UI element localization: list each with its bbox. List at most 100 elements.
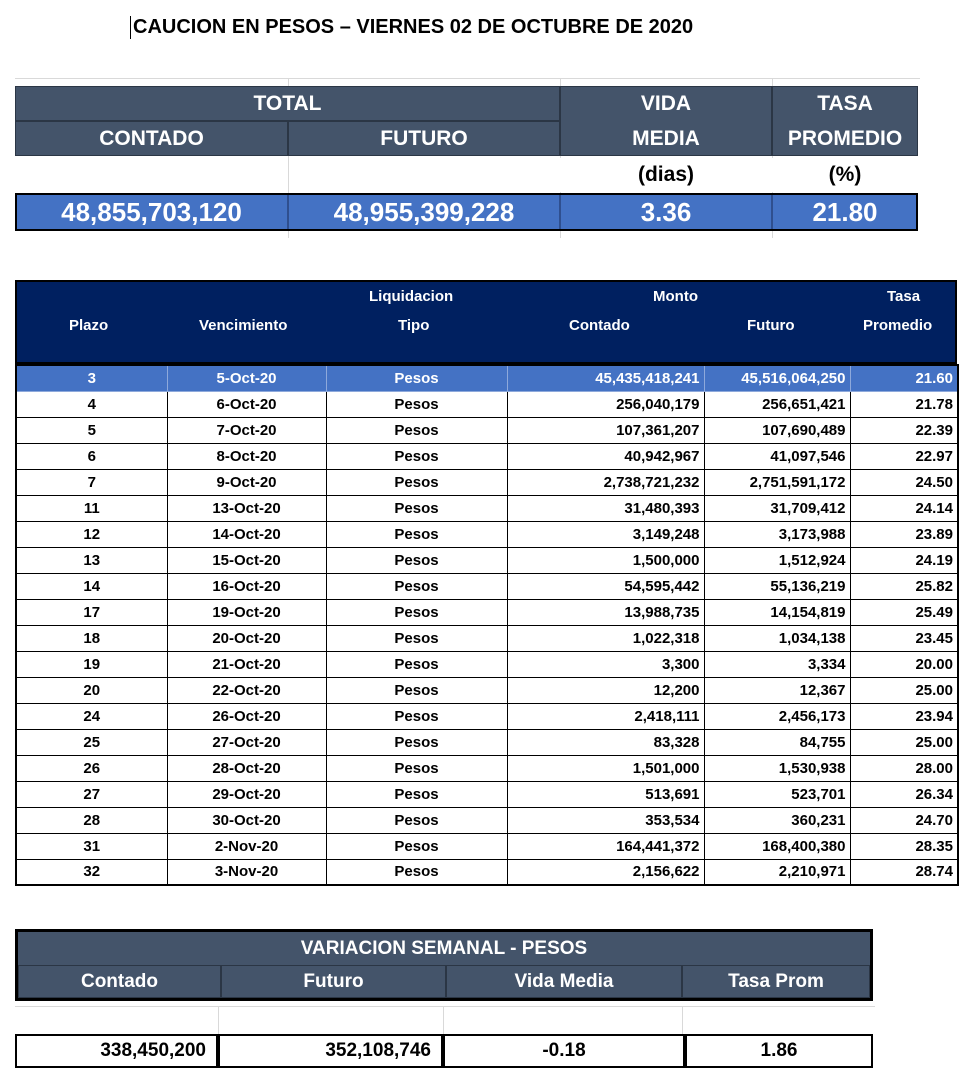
cell-vencimiento: 2-Nov-20 bbox=[166, 833, 327, 860]
gridline bbox=[288, 78, 289, 238]
cell-contado: 513,691 bbox=[506, 781, 705, 808]
cell-tipo: Pesos bbox=[325, 391, 508, 418]
cell-tipo: Pesos bbox=[325, 859, 508, 886]
media-label: MEDIA bbox=[632, 127, 700, 150]
table-row: 14 16-Oct-20 Pesos 54,595,442 55,136,219 25.8… bbox=[15, 573, 959, 600]
cell-vencimiento: 19-Oct-20 bbox=[166, 599, 327, 626]
cell-tasa: 23.45 bbox=[849, 625, 959, 652]
cell-contado: 2,418,111 bbox=[506, 703, 705, 730]
cell-contado: 1,022,318 bbox=[506, 625, 705, 652]
cell-contado: 107,361,207 bbox=[506, 417, 705, 444]
cell-contado: 2,156,622 bbox=[506, 859, 705, 886]
cell-tipo: Pesos bbox=[325, 495, 508, 522]
cell-vencimiento: 20-Oct-20 bbox=[166, 625, 327, 652]
total-header: TOTAL bbox=[15, 86, 560, 121]
tasa-promedio-header: TASA PROMEDIO bbox=[772, 86, 918, 156]
table-row: 20 22-Oct-20 Pesos 12,200 12,367 25.00 bbox=[15, 677, 959, 704]
gridline bbox=[15, 78, 920, 79]
cell-vencimiento: 15-Oct-20 bbox=[166, 547, 327, 574]
cell-plazo: 18 bbox=[15, 625, 168, 652]
cell-tipo: Pesos bbox=[325, 677, 508, 704]
cell-contado: 1,500,000 bbox=[506, 547, 705, 574]
cell-contado: 83,328 bbox=[506, 729, 705, 756]
cell-tasa: 22.39 bbox=[849, 417, 959, 444]
cell-plazo: 26 bbox=[15, 755, 168, 782]
weekly-header-row: Contado Futuro Vida Media Tasa Prom bbox=[15, 965, 873, 1001]
cell-contado: 164,441,372 bbox=[506, 833, 705, 860]
cell-futuro: 14,154,819 bbox=[703, 599, 851, 626]
cell-plazo: 28 bbox=[15, 807, 168, 834]
cell-tasa: 28.35 bbox=[849, 833, 959, 860]
futuro-total-value: 48,955,399,228 bbox=[288, 193, 560, 231]
weekly-col-tasa-prom: Tasa Prom bbox=[682, 965, 870, 998]
cell-plazo: 31 bbox=[15, 833, 168, 860]
cell-tasa: 25.00 bbox=[849, 677, 959, 704]
cell-futuro: 45,516,064,250 bbox=[703, 365, 851, 392]
cell-vencimiento: 28-Oct-20 bbox=[166, 755, 327, 782]
cell-plazo: 4 bbox=[15, 391, 168, 418]
promedio-label: PROMEDIO bbox=[787, 127, 903, 150]
cell-tasa: 23.94 bbox=[849, 703, 959, 730]
cell-vencimiento: 13-Oct-20 bbox=[166, 495, 327, 522]
cell-tasa: 25.49 bbox=[849, 599, 959, 626]
cell-futuro: 1,512,924 bbox=[703, 547, 851, 574]
cell-plazo: 20 bbox=[15, 677, 168, 704]
cell-tipo: Pesos bbox=[325, 781, 508, 808]
weekly-variation-table: VARIACION SEMANAL - PESOS Contado Futuro… bbox=[15, 929, 873, 1001]
cell-tasa: 28.00 bbox=[849, 755, 959, 782]
main-data-table: 3 5-Oct-20 Pesos 45,435,418,241 45,516,064,2… bbox=[15, 364, 959, 886]
futuro-header: FUTURO bbox=[288, 121, 560, 156]
dias-unit: (dias) bbox=[560, 158, 772, 192]
col-vencimiento: Vencimiento bbox=[199, 317, 288, 334]
vida-media-header: VIDA MEDIA bbox=[560, 86, 772, 156]
cell-vencimiento: 7-Oct-20 bbox=[166, 417, 327, 444]
cell-tasa: 20.00 bbox=[849, 651, 959, 678]
cell-contado: 13,988,735 bbox=[506, 599, 705, 626]
col-monto: Monto bbox=[653, 288, 698, 305]
col-promedio: Promedio bbox=[863, 317, 933, 334]
table-row: 11 13-Oct-20 Pesos 31,480,393 31,709,412 24.1… bbox=[15, 495, 959, 522]
cell-plazo: 14 bbox=[15, 573, 168, 600]
cell-futuro: 3,173,988 bbox=[703, 521, 851, 548]
cell-contado: 2,738,721,232 bbox=[506, 469, 705, 496]
table-row: 24 26-Oct-20 Pesos 2,418,111 2,456,173 23.94 bbox=[15, 703, 959, 730]
cell-tasa: 25.00 bbox=[849, 729, 959, 756]
col-plazo: Plazo bbox=[69, 317, 109, 334]
weekly-futuro-value: 352,108,746 bbox=[218, 1034, 443, 1068]
cell-contado: 12,200 bbox=[506, 677, 705, 704]
cell-futuro: 1,034,138 bbox=[703, 625, 851, 652]
table-row: 3 5-Oct-20 Pesos 45,435,418,241 45,516,064,2… bbox=[15, 365, 959, 392]
vida-label: VIDA bbox=[640, 92, 692, 115]
contado-total-value: 48,855,703,120 bbox=[15, 193, 288, 231]
table-row: 32 3-Nov-20 Pesos 2,156,622 2,210,971 28.74 bbox=[15, 859, 959, 886]
cell-tasa: 21.60 bbox=[849, 365, 959, 392]
cell-tasa: 25.82 bbox=[849, 573, 959, 600]
cell-vencimiento: 8-Oct-20 bbox=[166, 443, 327, 470]
cell-plazo: 19 bbox=[15, 651, 168, 678]
cell-vencimiento: 9-Oct-20 bbox=[166, 469, 327, 496]
cell-contado: 45,435,418,241 bbox=[506, 365, 705, 392]
weekly-vida-media-value: -0.18 bbox=[443, 1034, 685, 1068]
table-row: 4 6-Oct-20 Pesos 256,040,179 256,651,421 21.7… bbox=[15, 391, 959, 418]
cell-contado: 3,300 bbox=[506, 651, 705, 678]
cell-futuro: 55,136,219 bbox=[703, 573, 851, 600]
col-tipo: Tipo bbox=[398, 317, 430, 334]
cell-futuro: 107,690,489 bbox=[703, 417, 851, 444]
table-row: 7 9-Oct-20 Pesos 2,738,721,232 2,751,591,172… bbox=[15, 469, 959, 496]
cell-tipo: Pesos bbox=[325, 755, 508, 782]
cell-futuro: 2,210,971 bbox=[703, 859, 851, 886]
main-table-header: Plazo Vencimiento Liquidacion Tipo Monto… bbox=[15, 280, 957, 364]
pct-unit: (%) bbox=[772, 158, 918, 192]
cell-plazo: 5 bbox=[15, 417, 168, 444]
contado-header: CONTADO bbox=[15, 121, 288, 156]
cell-tasa: 28.74 bbox=[849, 859, 959, 886]
cell-tasa: 24.70 bbox=[849, 807, 959, 834]
cell-futuro: 84,755 bbox=[703, 729, 851, 756]
cell-plazo: 12 bbox=[15, 521, 168, 548]
cell-plazo: 32 bbox=[15, 859, 168, 886]
cell-plazo: 3 bbox=[15, 365, 168, 392]
cell-vencimiento: 5-Oct-20 bbox=[166, 365, 327, 392]
table-row: 25 27-Oct-20 Pesos 83,328 84,755 25.00 bbox=[15, 729, 959, 756]
cell-vencimiento: 29-Oct-20 bbox=[166, 781, 327, 808]
cell-tasa: 22.97 bbox=[849, 443, 959, 470]
